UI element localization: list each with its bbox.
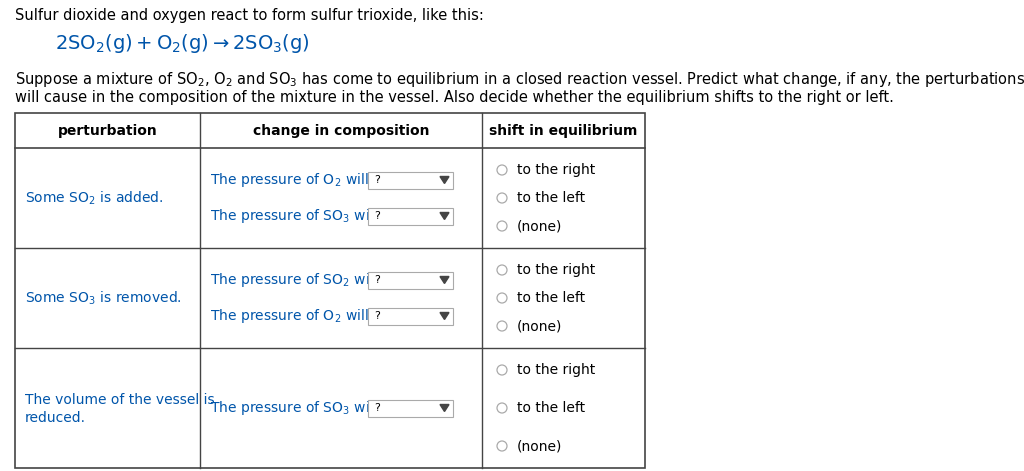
- Bar: [368, 399, 453, 416]
- Bar: [368, 208, 453, 225]
- Bar: [368, 271, 453, 289]
- Text: Some $\mathrm{SO_2}$ is added.: Some $\mathrm{SO_2}$ is added.: [25, 189, 164, 207]
- Text: $2\mathrm{SO_2(g)+O_2(g) \rightarrow 2SO_3(g)}$: $2\mathrm{SO_2(g)+O_2(g) \rightarrow 2SO…: [55, 32, 310, 55]
- Text: (none): (none): [517, 219, 562, 233]
- Text: shift in equilibrium: shift in equilibrium: [489, 123, 638, 138]
- Text: ?: ?: [374, 175, 380, 185]
- Text: ?: ?: [374, 211, 380, 221]
- Polygon shape: [440, 405, 449, 412]
- Text: ?: ?: [374, 311, 380, 321]
- Polygon shape: [440, 312, 449, 319]
- Text: to the left: to the left: [517, 291, 585, 305]
- Text: to the left: to the left: [517, 401, 585, 415]
- Text: The pressure of $\mathrm{O_2}$ will: The pressure of $\mathrm{O_2}$ will: [210, 171, 369, 189]
- Polygon shape: [440, 177, 449, 184]
- Text: Suppose a mixture of $\mathrm{SO_2}$, $\mathrm{O_2}$ and $\mathrm{SO_3}$ has com: Suppose a mixture of $\mathrm{SO_2}$, $\…: [15, 70, 1024, 89]
- Bar: [15, 113, 645, 468]
- Text: ?: ?: [374, 403, 380, 413]
- Text: to the right: to the right: [517, 263, 595, 277]
- Text: Sulfur dioxide and oxygen react to form sulfur trioxide, like this:: Sulfur dioxide and oxygen react to form …: [15, 8, 484, 23]
- Text: The pressure of $\mathrm{O_2}$ will: The pressure of $\mathrm{O_2}$ will: [210, 307, 369, 325]
- Polygon shape: [440, 212, 449, 219]
- Text: The pressure of $\mathrm{SO_3}$ will: The pressure of $\mathrm{SO_3}$ will: [210, 399, 378, 417]
- Text: The volume of the vessel is: The volume of the vessel is: [25, 393, 215, 407]
- Text: The pressure of $\mathrm{SO_3}$ will: The pressure of $\mathrm{SO_3}$ will: [210, 207, 378, 225]
- Bar: [368, 171, 453, 188]
- Polygon shape: [440, 276, 449, 284]
- Text: to the right: to the right: [517, 363, 595, 377]
- Text: will cause in the composition of the mixture in the vessel. Also decide whether : will cause in the composition of the mix…: [15, 90, 894, 105]
- Text: reduced.: reduced.: [25, 411, 86, 425]
- Text: to the right: to the right: [517, 163, 595, 177]
- Text: Some $\mathrm{SO_3}$ is removed.: Some $\mathrm{SO_3}$ is removed.: [25, 289, 182, 307]
- Text: ?: ?: [374, 275, 380, 285]
- Text: (none): (none): [517, 439, 562, 453]
- Text: perturbation: perturbation: [57, 123, 158, 138]
- Bar: [368, 308, 453, 325]
- Text: The pressure of $\mathrm{SO_2}$ will: The pressure of $\mathrm{SO_2}$ will: [210, 271, 378, 289]
- Text: change in composition: change in composition: [253, 123, 429, 138]
- Text: to the left: to the left: [517, 191, 585, 205]
- Text: (none): (none): [517, 319, 562, 333]
